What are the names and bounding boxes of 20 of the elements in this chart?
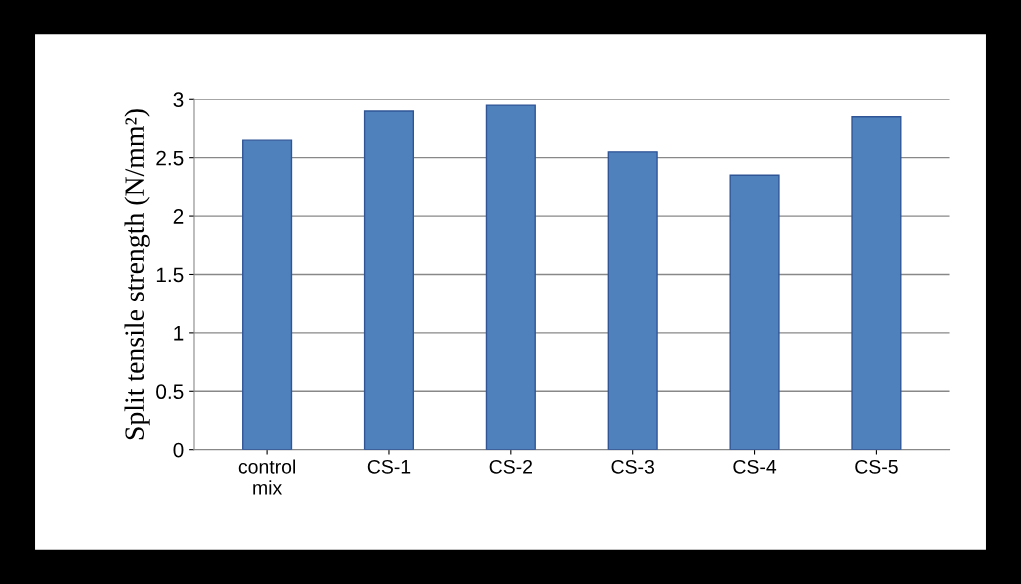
bar <box>851 116 902 450</box>
y-tick-label: 0 <box>173 442 184 458</box>
bar <box>363 110 415 450</box>
x-tick-label: CS-5 <box>855 459 898 474</box>
x-tick-label: control mix <box>238 459 295 495</box>
y-tick-label: 0.5 <box>156 384 184 400</box>
bar <box>729 174 780 450</box>
bar <box>607 151 658 450</box>
x-tick-label: CS-1 <box>367 459 411 474</box>
x-tick-label: CS-2 <box>489 459 532 474</box>
y-axis-title: Split tensile strength (N/mm²) <box>124 109 150 440</box>
y-tick-label: 1 <box>174 326 184 341</box>
bar <box>242 139 293 450</box>
y-tick-label: 1.5 <box>156 267 184 283</box>
y-tick-label: 2 <box>173 209 184 224</box>
y-tick-label: 2.5 <box>156 150 184 166</box>
bar <box>485 104 536 450</box>
x-tick-label: CS-4 <box>733 459 777 474</box>
y-tick-label: 3 <box>173 92 184 108</box>
x-tick-label: CS-3 <box>611 459 654 474</box>
